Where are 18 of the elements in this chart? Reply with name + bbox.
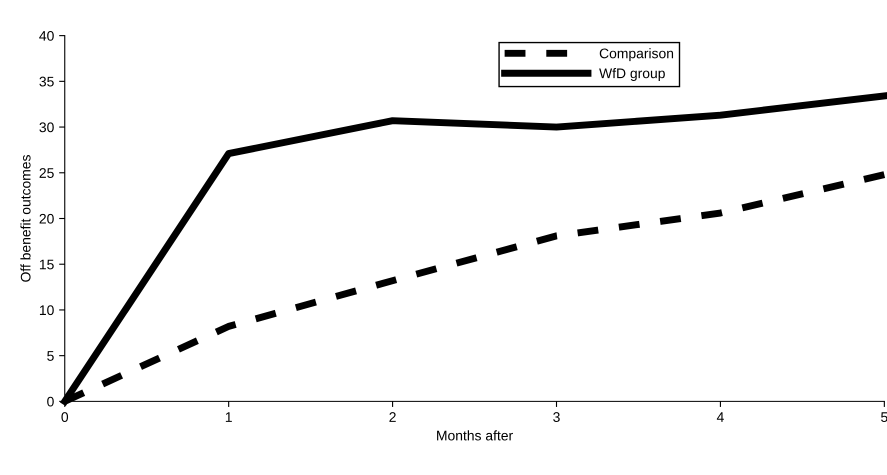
x-tick-label: 2: [389, 412, 396, 422]
x-axis-title: Months after: [437, 430, 513, 440]
y-tick-label: 10: [40, 305, 54, 316]
y-axis-title: Off benefit outcomes: [20, 155, 31, 282]
text: Comparison: [600, 48, 674, 62]
text: WfD group: [599, 68, 665, 81]
x-tick-label: 4: [716, 412, 724, 422]
y-tick-label: 35: [39, 76, 54, 87]
y-tick-label: 15: [40, 260, 54, 270]
x-tick-label: 0: [61, 412, 68, 422]
y-tick-label: 30: [39, 122, 54, 132]
y-tick-label: 0: [47, 396, 54, 407]
y-tick-label: 20: [40, 214, 54, 224]
x-tick-label: 3: [553, 412, 560, 422]
y-tick-label: 5: [47, 351, 54, 361]
x-tick-label: 1: [226, 412, 232, 422]
y-tick-label: 25: [40, 168, 54, 178]
y-tick-label: 40: [39, 30, 54, 41]
